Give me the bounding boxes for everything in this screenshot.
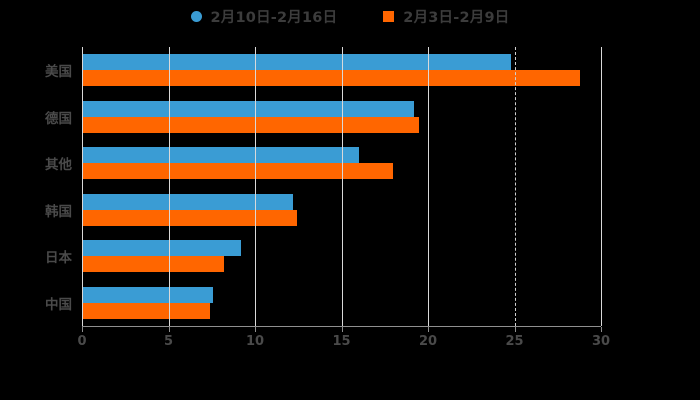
gridline-15	[341, 47, 343, 326]
bar-中国-series-2[interactable]	[82, 302, 211, 319]
legend-label-series-1: 2月10日-2月16日	[210, 10, 338, 26]
x-axis-labels: 0 5 10 15 20 25 30	[77, 327, 610, 353]
y-tick-label-中国: 中国	[45, 296, 72, 313]
y-tick-label-美国: 美国	[45, 64, 72, 81]
y-tick-label-德国: 德国	[45, 110, 72, 127]
bar-韩国-series-1[interactable]	[82, 193, 294, 210]
y-axis-labels: 美国德国其他韩国日本中国	[0, 47, 72, 326]
x-tick-30	[601, 327, 602, 332]
gridline-10	[255, 47, 256, 326]
bar-美国-series-1[interactable]	[82, 54, 512, 71]
bar-其他-series-1[interactable]	[82, 147, 359, 164]
y-tick-label-韩国: 韩国	[45, 203, 72, 220]
x-tick-label-0: 0	[77, 334, 87, 349]
legend-item-series-2[interactable]: 2月3日-2月9日	[383, 6, 509, 27]
bar-美国-series-2[interactable]	[82, 70, 581, 87]
x-tick-label-25: 25	[505, 334, 524, 349]
x-tick-label-15: 15	[332, 334, 351, 349]
x-tick-label-10: 10	[245, 334, 265, 349]
bar-日本-series-2[interactable]	[82, 256, 224, 273]
x-tick-25	[514, 327, 516, 332]
gridline-30	[601, 47, 602, 326]
gridline-25	[514, 47, 516, 326]
x-tick-15	[341, 327, 343, 332]
square-marker-icon	[383, 11, 395, 22]
plot-area	[82, 47, 602, 326]
x-axis-line	[82, 326, 601, 327]
circle-marker-icon	[190, 11, 202, 22]
bar-韩国-series-2[interactable]	[82, 209, 297, 226]
legend-item-series-1[interactable]: 2月10日-2月16日	[190, 6, 338, 27]
y-tick-label-其他: 其他	[45, 157, 72, 174]
y-tick-label-日本: 日本	[45, 250, 72, 267]
chart-legend: 2月10日-2月16日 2月3日-2月9日	[0, 6, 700, 27]
x-tick-10	[255, 327, 256, 332]
x-tick-20	[428, 327, 429, 332]
x-tick-0	[82, 327, 83, 332]
bar-德国-series-2[interactable]	[82, 116, 420, 133]
bar-日本-series-1[interactable]	[82, 240, 242, 257]
bar-其他-series-2[interactable]	[82, 163, 394, 180]
bar-中国-series-1[interactable]	[82, 286, 214, 303]
x-tick-label-30: 30	[591, 334, 611, 349]
gridline-0	[82, 47, 83, 326]
x-tick-label-20: 20	[418, 334, 438, 349]
x-tick-label-5: 5	[163, 334, 174, 349]
x-tick-5	[168, 327, 170, 332]
legend-label-series-2: 2月3日-2月9日	[403, 10, 510, 26]
gridline-5	[168, 47, 170, 326]
bar-德国-series-1[interactable]	[82, 100, 415, 117]
gridline-20	[428, 47, 429, 326]
